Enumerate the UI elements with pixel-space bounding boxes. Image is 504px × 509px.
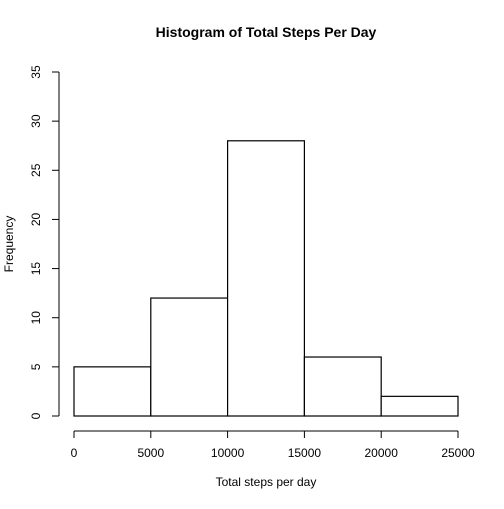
x-tick-label: 20000: [365, 446, 399, 460]
bars-layer: [73, 140, 459, 417]
y-axis-label: Frequency: [2, 216, 16, 273]
chart-title: Histogram of Total Steps Per Day: [156, 24, 377, 40]
histogram-bar-1: [150, 297, 229, 417]
y-tick-label: 0: [29, 412, 43, 419]
y-tick-label: 20: [29, 212, 43, 226]
y-tick-label: 15: [29, 262, 43, 276]
histogram-bar-0: [73, 366, 152, 417]
y-tick-label: 35: [29, 65, 43, 79]
x-axis-label: Total steps per day: [216, 475, 317, 489]
histogram-bar-3: [303, 356, 382, 417]
y-tick-label: 30: [29, 114, 43, 128]
y-tick-label: 10: [29, 311, 43, 325]
histogram-bar-4: [380, 395, 459, 417]
y-tick-label: 25: [29, 163, 43, 177]
y-axis: 0 5 10 15 20 25 30 35: [29, 65, 60, 419]
histogram-bar-2: [227, 140, 306, 417]
y-tick-label: 5: [29, 363, 43, 370]
x-tick-label: 10000: [211, 446, 245, 460]
x-tick-label: 15000: [288, 446, 322, 460]
x-tick-label: 5000: [137, 446, 164, 460]
x-tick-label: 25000: [441, 446, 475, 460]
x-tick-label: 0: [71, 446, 78, 460]
x-axis: 0 5000 10000 15000 20000 25000: [71, 430, 475, 460]
